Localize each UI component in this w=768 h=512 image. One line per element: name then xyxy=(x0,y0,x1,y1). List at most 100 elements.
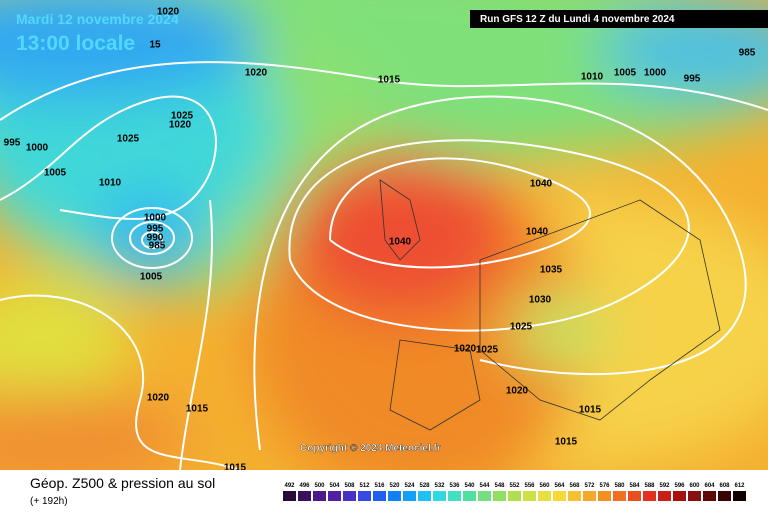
legend-swatch xyxy=(523,491,536,501)
isobar-label: 1000 xyxy=(26,143,49,154)
isobar-label: 15 xyxy=(149,40,161,51)
isobar-label: 1005 xyxy=(44,168,67,179)
lead-time: (+ 192h) xyxy=(30,496,68,507)
legend-level: 576 xyxy=(599,483,610,489)
legend-level: 588 xyxy=(644,483,655,489)
legend-swatch xyxy=(493,491,506,501)
isobar-label: 1015 xyxy=(224,463,247,474)
isobar-label: 1005 xyxy=(614,68,637,79)
isobar-label: 1040 xyxy=(526,227,549,238)
legend-swatch xyxy=(508,491,521,501)
legend-swatch xyxy=(433,491,446,501)
legend-level: 524 xyxy=(404,483,415,489)
local-time: 13:00 locale xyxy=(16,32,135,55)
isobar-label: 995 xyxy=(4,138,21,149)
legend-level: 556 xyxy=(524,483,535,489)
run-box xyxy=(470,10,768,28)
legend-level: 564 xyxy=(554,483,565,489)
legend-level: 568 xyxy=(569,483,580,489)
legend-level: 592 xyxy=(659,483,670,489)
isobar-label: 1020 xyxy=(245,68,268,79)
isobar-label: 1020 xyxy=(454,344,477,355)
legend-level: 492 xyxy=(284,483,295,489)
legend-level: 580 xyxy=(614,483,625,489)
legend-swatch xyxy=(688,491,701,501)
legend-swatch xyxy=(298,491,311,501)
legend-level: 496 xyxy=(299,483,310,489)
copyright: Copyright © 2024 Meteociel.fr xyxy=(300,443,441,454)
isobar-label: 1035 xyxy=(540,265,563,276)
legend-level: 552 xyxy=(509,483,520,489)
field: Copyright © 2024 Meteociel.fr 1020 15 1020… xyxy=(0,0,768,474)
legend-level: 540 xyxy=(464,483,475,489)
legend-swatch xyxy=(448,491,461,501)
legend-level: 548 xyxy=(494,483,505,489)
legend-level: 544 xyxy=(479,483,490,489)
run: Run GFS 12 Z du Lundi 4 novembre 2024 xyxy=(480,14,675,25)
isobar-label: 1000 xyxy=(144,213,167,224)
isobar-label: 985 xyxy=(739,48,756,59)
legend-swatch xyxy=(373,491,386,501)
legend-level: 520 xyxy=(389,483,400,489)
isobar-label: 1025 xyxy=(476,345,499,356)
isobar-label: 1010 xyxy=(99,178,122,189)
isobar-label: 1020 xyxy=(506,386,529,397)
legend-swatch xyxy=(568,491,581,501)
legend-swatch xyxy=(703,491,716,501)
isobar-label: 1015 xyxy=(186,404,209,415)
legend-level: 532 xyxy=(434,483,445,489)
legend-swatch xyxy=(313,491,326,501)
legend-swatch xyxy=(658,491,671,501)
legend-swatch xyxy=(643,491,656,501)
legend-swatch xyxy=(418,491,431,501)
legend-swatch xyxy=(553,491,566,501)
isobar-label: 995 xyxy=(147,224,164,235)
legend-level: 572 xyxy=(584,483,595,489)
footer-title: Géop. Z500 & pression au sol xyxy=(30,475,215,491)
isobar-label: 1015 xyxy=(555,437,578,448)
legend-swatch xyxy=(343,491,356,501)
legend-swatch xyxy=(583,491,596,501)
isobar-label: 1020 xyxy=(147,393,170,404)
coastlines xyxy=(379,179,721,431)
isobar-label: 1025 xyxy=(117,134,140,145)
legend-level: 500 xyxy=(314,483,325,489)
isobar-label: 1010 xyxy=(581,72,604,83)
isobar-label: 1030 xyxy=(529,295,552,306)
legend-swatch xyxy=(598,491,611,501)
date: Mardi 12 novembre 2024 xyxy=(16,11,179,27)
legend-swatch xyxy=(538,491,551,501)
legend-swatch xyxy=(463,491,476,501)
legend-level: 516 xyxy=(374,483,385,489)
legend-level: 600 xyxy=(689,483,700,489)
legend-swatch xyxy=(358,491,371,501)
isobar-label: 1015 xyxy=(378,75,401,86)
isobar-label: 1015 xyxy=(579,405,602,416)
legend-swatch xyxy=(613,491,626,501)
isobar-label: 1000 xyxy=(644,68,667,79)
legend-swatch xyxy=(718,491,731,501)
legend-level: 512 xyxy=(359,483,370,489)
isobar-label: 1040 xyxy=(389,237,412,248)
legend-swatch xyxy=(388,491,401,501)
isobar-label: 990 xyxy=(147,233,164,244)
legend-level: 504 xyxy=(329,483,340,489)
legend-level: 536 xyxy=(449,483,460,489)
legend-swatch xyxy=(478,491,491,501)
isobar-label: 1040 xyxy=(530,179,553,190)
isobar-label: 1025 xyxy=(510,322,533,333)
isobar-label: 1020 xyxy=(169,120,192,131)
isobar-label: 1020 xyxy=(157,7,180,18)
legend-level: 596 xyxy=(674,483,685,489)
legend-swatch xyxy=(328,491,341,501)
isobar-label: 1005 xyxy=(140,272,163,283)
legend-swatch xyxy=(733,491,746,501)
legend-level: 508 xyxy=(344,483,355,489)
legend-swatch xyxy=(283,491,296,501)
legend-level: 604 xyxy=(704,483,715,489)
legend-level: 560 xyxy=(539,483,550,489)
isobar-label: 995 xyxy=(684,74,701,85)
legend-swatch xyxy=(403,491,416,501)
isobar-label: 985 xyxy=(149,241,166,252)
legend-level: 608 xyxy=(719,483,730,489)
